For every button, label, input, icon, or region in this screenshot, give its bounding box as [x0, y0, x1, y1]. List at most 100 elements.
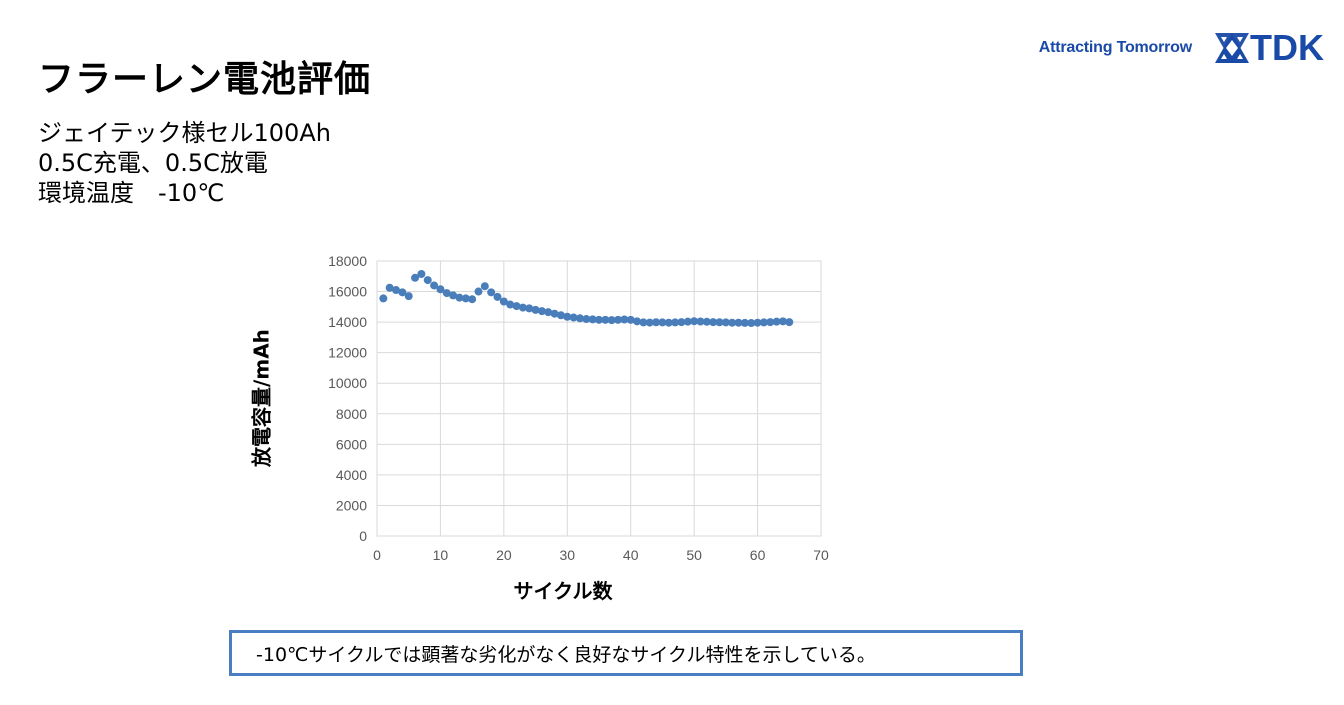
- y-tick-label: 10000: [328, 375, 367, 391]
- data-point: [664, 318, 673, 327]
- x-tick-label: 10: [433, 547, 449, 563]
- data-point: [556, 311, 565, 320]
- data-point: [658, 318, 667, 327]
- data-point: [544, 308, 553, 317]
- x-tick-label: 70: [813, 547, 829, 563]
- data-point: [430, 281, 439, 290]
- data-point: [588, 315, 597, 324]
- data-point: [423, 276, 432, 285]
- y-tick-label: 14000: [328, 314, 367, 330]
- data-point: [506, 300, 515, 309]
- subtitle-line-rate: 0.5C充電、0.5C放電: [38, 149, 268, 177]
- data-point: [671, 318, 680, 327]
- y-tick-label: 6000: [336, 436, 367, 452]
- data-point: [525, 304, 534, 313]
- conclusion-text: -10℃サイクルでは顕著な劣化がなく良好なサイクル特性を示している。: [256, 643, 876, 666]
- data-point: [759, 318, 768, 327]
- y-tick-label: 4000: [336, 467, 367, 483]
- subtitle-line-cell: ジェイテック様セル100Ah: [38, 119, 331, 147]
- y-tick-label: 8000: [336, 406, 367, 422]
- data-point: [563, 312, 572, 321]
- data-point: [728, 318, 737, 327]
- conclusion-box: -10℃サイクルでは顕著な劣化がなく良好なサイクル特性を示している。: [229, 630, 1023, 676]
- data-point: [385, 283, 394, 292]
- data-point: [645, 318, 654, 327]
- data-point: [392, 286, 401, 295]
- data-point: [766, 318, 775, 327]
- data-point: [531, 305, 540, 314]
- data-point: [569, 313, 578, 322]
- data-point: [493, 292, 502, 301]
- brand-header: Attracting Tomorrow TDK: [1039, 30, 1324, 66]
- data-point: [702, 317, 711, 326]
- data-point: [455, 293, 464, 302]
- tdk-logo: TDK: [1214, 30, 1324, 66]
- data-point: [442, 289, 451, 298]
- y-tick-label: 2000: [336, 497, 367, 513]
- data-point: [734, 318, 743, 327]
- data-point: [778, 317, 787, 326]
- data-point: [480, 282, 489, 291]
- data-point: [709, 318, 718, 327]
- data-point: [772, 317, 781, 326]
- y-tick-label: 16000: [328, 284, 367, 300]
- x-tick-label: 50: [686, 547, 702, 563]
- data-point: [512, 302, 521, 311]
- data-point: [487, 288, 496, 297]
- data-point: [436, 285, 445, 294]
- data-point: [404, 292, 413, 301]
- y-tick-label: 0: [359, 528, 367, 544]
- data-point: [411, 273, 420, 282]
- data-point: [690, 317, 699, 326]
- x-tick-label: 0: [373, 547, 381, 563]
- tdk-logo-text: TDK: [1250, 27, 1324, 68]
- data-point: [607, 316, 616, 325]
- y-tick-label: 18000: [328, 253, 367, 269]
- discharge-capacity-chart: 0 2000 4000 6000 8000 10000 12000 14000 16000 180…: [250, 245, 850, 615]
- data-point: [696, 317, 705, 326]
- data-point: [582, 315, 591, 324]
- data-point: [398, 288, 407, 297]
- data-point: [537, 307, 546, 316]
- data-point: [474, 287, 483, 296]
- chart-canvas: 0 2000 4000 6000 8000 10000 12000 14000 16000 180…: [328, 253, 829, 563]
- data-point: [715, 318, 724, 327]
- data-point: [747, 319, 756, 328]
- data-point: [518, 303, 527, 312]
- tdk-star-icon: [1215, 33, 1249, 63]
- data-point: [652, 318, 661, 327]
- y-tick-label: 12000: [328, 345, 367, 361]
- data-point: [633, 317, 642, 326]
- data-point: [785, 318, 794, 327]
- x-tick-label: 60: [750, 547, 766, 563]
- brand-tagline: Attracting Tomorrow: [1038, 39, 1192, 56]
- data-point: [550, 309, 559, 318]
- data-point: [620, 315, 629, 324]
- data-point: [614, 315, 623, 324]
- data-point: [449, 291, 458, 300]
- data-point: [683, 317, 692, 326]
- x-axis-label: サイクル数: [513, 579, 613, 603]
- data-point: [575, 314, 584, 323]
- data-point: [601, 315, 610, 324]
- data-point: [468, 295, 477, 304]
- slide-title: フラーレン電池評価: [38, 59, 372, 100]
- x-tick-label: 20: [496, 547, 512, 563]
- x-tick-label: 40: [623, 547, 639, 563]
- data-point: [417, 269, 426, 278]
- data-point: [639, 318, 648, 327]
- data-point: [677, 318, 686, 327]
- data-point: [499, 297, 508, 306]
- subtitle-block: ジェイテック様セル100Ah 0.5C充電、0.5C放電 環境温度 -10℃: [38, 118, 331, 208]
- data-point: [461, 294, 470, 303]
- y-axis-label: 放電容量/mAh: [249, 329, 274, 467]
- data-point: [740, 318, 749, 327]
- data-point: [626, 315, 635, 324]
- x-tick-label: 30: [559, 547, 575, 563]
- data-point: [721, 318, 730, 327]
- data-point: [379, 294, 388, 303]
- plot-border: [376, 260, 822, 537]
- data-point: [753, 318, 762, 327]
- data-point: [595, 315, 603, 324]
- subtitle-line-temperature: 環境温度 -10℃: [38, 179, 225, 207]
